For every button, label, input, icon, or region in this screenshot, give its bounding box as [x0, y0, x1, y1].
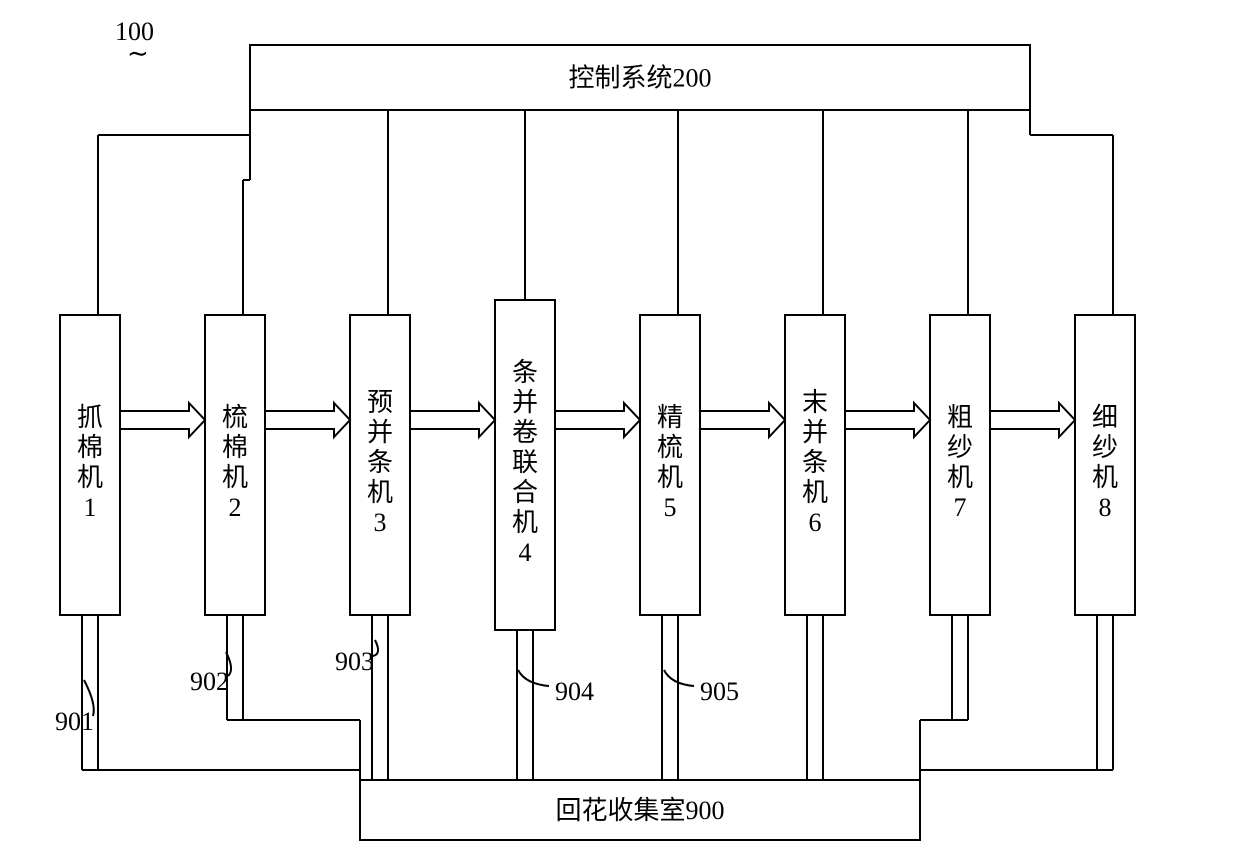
svg-text:∼: ∼	[127, 39, 149, 68]
flow-arrow-2	[265, 403, 350, 437]
flow-arrow-6	[845, 403, 930, 437]
flow-arrow-4	[555, 403, 640, 437]
ref-902: 902	[190, 667, 229, 696]
flow-arrow-7	[990, 403, 1075, 437]
flow-arrow-5	[700, 403, 785, 437]
flow-arrow-1	[120, 403, 205, 437]
ref-905: 905	[700, 677, 739, 706]
machine-label-4: 条并卷联合机4	[512, 358, 538, 567]
collection-room-label: 回花收集室900	[555, 796, 724, 825]
ref-904: 904	[555, 677, 594, 706]
flow-arrow-3	[410, 403, 495, 437]
ref-903: 903	[335, 647, 374, 676]
ref-901: 901	[55, 707, 94, 736]
control-system-label: 控制系统200	[568, 64, 711, 93]
